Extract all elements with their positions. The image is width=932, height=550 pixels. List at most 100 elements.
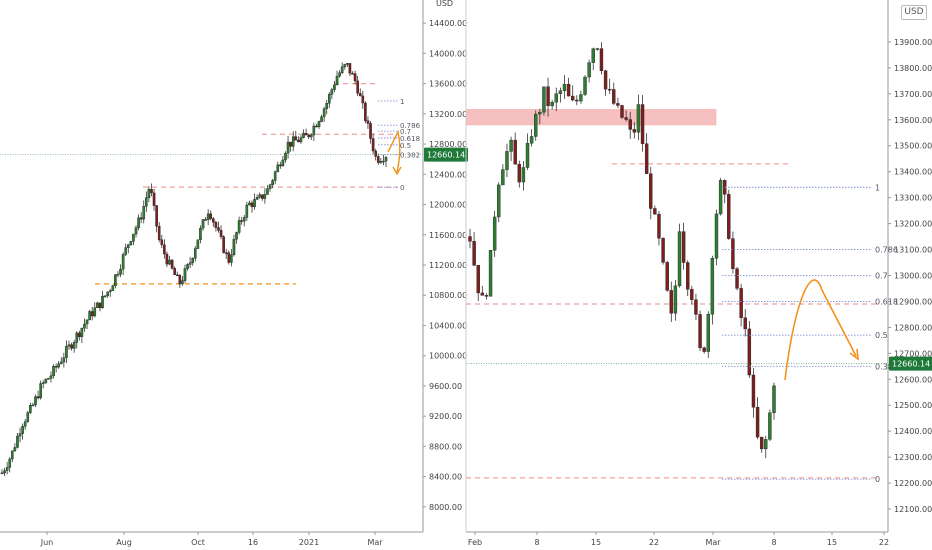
- candle-body: [152, 192, 156, 206]
- candle-body: [472, 241, 476, 266]
- candle-body: [13, 447, 17, 452]
- y-tick-label: 12900.00: [894, 297, 932, 306]
- candle-body: [44, 379, 48, 383]
- fib-level-label: 0: [875, 475, 880, 484]
- candle-body: [65, 346, 68, 358]
- fib-level-label: 0.786: [875, 246, 898, 255]
- candle-body: [538, 111, 542, 115]
- candle-body: [299, 137, 303, 143]
- candle-body: [476, 265, 480, 294]
- candle-body: [235, 232, 238, 240]
- candle-body: [358, 93, 362, 97]
- candle-body: [191, 258, 195, 263]
- candle-body: [755, 407, 760, 438]
- projection-arrowhead: [392, 166, 402, 176]
- y-tick-label: 10800.00: [429, 291, 467, 300]
- candle-body: [616, 103, 620, 106]
- candle-body: [253, 199, 256, 208]
- candle-body: [168, 259, 171, 265]
- right-chart-panel[interactable]: 13900.00 13800.00 13700.00 13600.00 13500.00…: [465, 0, 932, 547]
- candle-body: [41, 382, 45, 384]
- candle-body: [599, 48, 604, 71]
- fib-level-label: 0.382: [400, 152, 420, 160]
- candle-body: [587, 62, 591, 78]
- candle-body: [230, 254, 233, 263]
- y-tick-label: 13800.00: [894, 64, 932, 73]
- fib-level-label: 0.5: [875, 331, 888, 340]
- candle-body: [186, 264, 189, 269]
- candle-body: [743, 317, 747, 330]
- candle-body: [279, 164, 282, 167]
- x-tick-label: 8: [534, 538, 539, 547]
- candle-body: [163, 244, 166, 255]
- candle-body: [330, 89, 334, 95]
- candle-body: [289, 141, 292, 147]
- candle-body: [49, 375, 53, 379]
- candle-body: [333, 84, 336, 90]
- candle-body: [338, 72, 341, 77]
- supply-zone: [465, 109, 717, 126]
- y-tick-label: 12400.00: [894, 427, 932, 436]
- candle-body: [649, 173, 653, 209]
- y-tick-label: 8000.00: [429, 503, 462, 512]
- y-tick-label: 12300.00: [894, 453, 932, 462]
- projection-arrow-path: [784, 279, 857, 381]
- candle-body: [759, 436, 764, 450]
- candle-body: [644, 143, 649, 174]
- candle-body: [193, 248, 197, 259]
- candle-body: [768, 412, 772, 440]
- candle-body: [353, 73, 357, 82]
- candle-body: [595, 48, 600, 50]
- candle-body: [698, 314, 702, 349]
- candle-body: [653, 208, 657, 215]
- candle-body: [468, 236, 472, 242]
- candle-body: [364, 102, 367, 121]
- fib-level-label: 0.618: [875, 297, 898, 306]
- candle-body: [640, 104, 645, 144]
- candle-body: [72, 342, 76, 349]
- candle-body: [155, 205, 158, 227]
- candle-body: [739, 288, 743, 318]
- candle-body: [181, 280, 184, 285]
- candle-body: [632, 129, 637, 133]
- candle-body: [18, 433, 22, 437]
- candle-body: [129, 241, 133, 245]
- candle-body: [266, 188, 269, 195]
- candle-body: [8, 458, 12, 468]
- candle-body: [554, 93, 558, 103]
- candle-body: [513, 139, 517, 165]
- fib-level-label: 0.618: [400, 135, 420, 143]
- candle-body: [145, 197, 148, 207]
- candle-body: [90, 311, 94, 317]
- candle-body: [5, 467, 9, 471]
- candle-body: [57, 363, 60, 368]
- candle-body: [297, 139, 300, 143]
- candle-body: [183, 268, 187, 281]
- candle-body: [206, 213, 210, 220]
- candle-body: [657, 213, 661, 239]
- candle-body: [3, 470, 6, 474]
- candle-body: [702, 347, 706, 352]
- left-chart-panel[interactable]: 14400.00 14000.00 13600.00 13200.00 12800.00…: [0, 0, 468, 547]
- candle-body: [366, 120, 370, 124]
- candle-body: [558, 90, 563, 94]
- currency-badge[interactable]: USD: [901, 5, 927, 20]
- candle-body: [222, 236, 225, 253]
- candle-body: [566, 83, 571, 97]
- y-tick-label: 13900.00: [894, 38, 932, 47]
- candle-body: [501, 169, 505, 186]
- candle-body: [484, 295, 489, 297]
- candle-body: [165, 253, 169, 265]
- candle-body: [31, 404, 35, 407]
- candle-body: [150, 189, 153, 194]
- y-tick-label: 11200.00: [429, 261, 467, 270]
- candle-body: [612, 89, 616, 104]
- x-tick-label: 22: [649, 538, 659, 547]
- candle-body: [276, 164, 280, 172]
- candle-body: [571, 95, 575, 101]
- candle-body: [21, 426, 24, 434]
- candle-body: [488, 250, 493, 297]
- candle-body: [317, 121, 321, 127]
- y-tick-label: 12600.00: [894, 375, 932, 384]
- y-tick-label: 10400.00: [429, 321, 467, 330]
